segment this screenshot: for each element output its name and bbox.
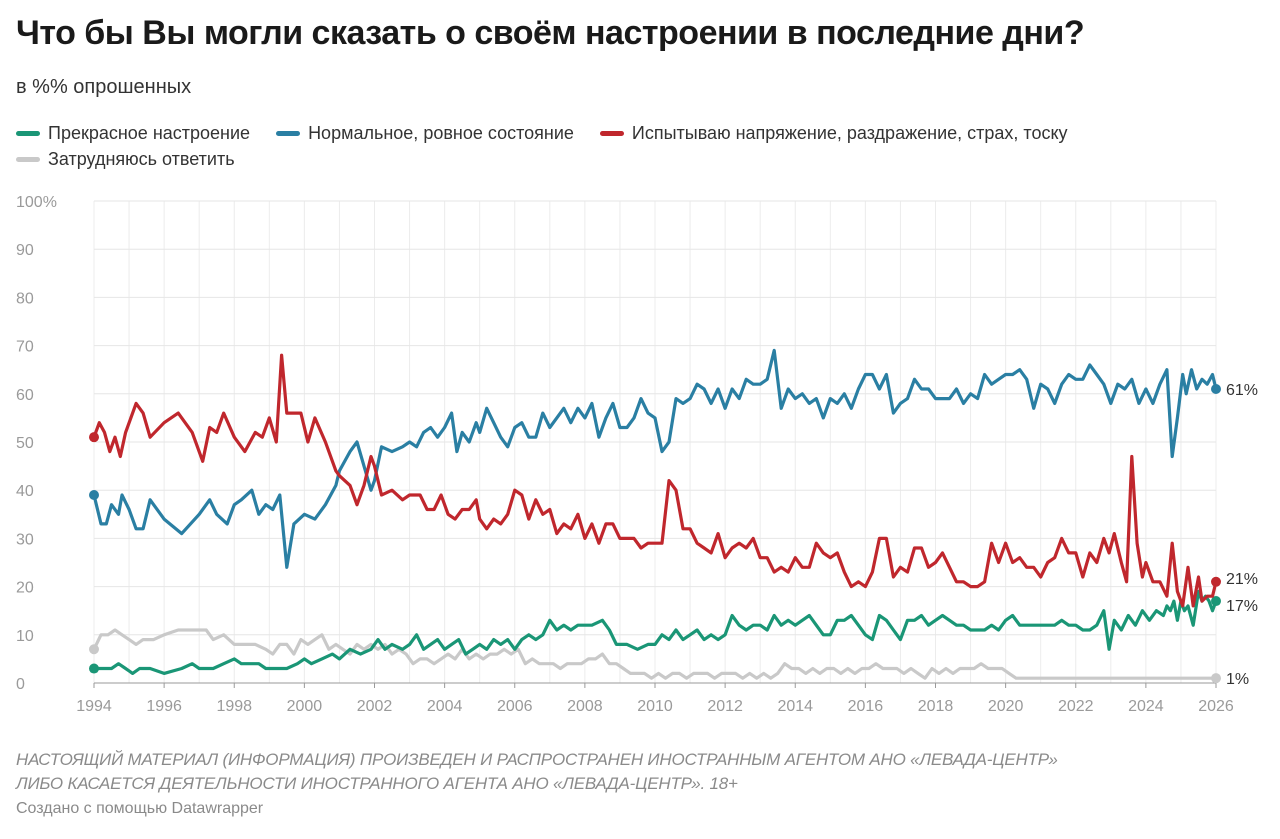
y-tick-label: 80 bbox=[16, 290, 34, 307]
credit-line: Создано с помощью Datawrapper bbox=[16, 800, 264, 817]
x-tick-label: 2016 bbox=[848, 698, 884, 715]
x-tick-label: 2008 bbox=[567, 698, 603, 715]
y-tick-label: 60 bbox=[16, 387, 34, 404]
y-tick-label: 30 bbox=[16, 531, 34, 548]
x-tick-label: 2010 bbox=[637, 698, 673, 715]
x-tick-label: 2020 bbox=[988, 698, 1024, 715]
legend-label-stress: Испытываю напряжение, раздражение, страх… bbox=[631, 122, 1068, 143]
series-line-1 bbox=[92, 348, 1218, 569]
x-tick-label: 2024 bbox=[1128, 698, 1164, 715]
series-line-0 bbox=[92, 589, 1218, 675]
chart-subtitle: в %% опрошенных bbox=[16, 76, 192, 98]
end-label-2: 21% bbox=[1226, 571, 1258, 588]
y-tick-label: 10 bbox=[16, 628, 34, 645]
series-end-marker bbox=[1211, 576, 1221, 587]
series-end-marker bbox=[1211, 673, 1221, 684]
x-tick-label: 2000 bbox=[287, 698, 323, 715]
legend-label-normal: Нормальное, ровное состояние bbox=[308, 122, 574, 143]
legend-label-unsure: Затрудняюсь ответить bbox=[48, 148, 235, 169]
y-tick-label: 20 bbox=[16, 580, 34, 597]
series-end-marker bbox=[1211, 596, 1221, 607]
y-tick-label: 100% bbox=[16, 194, 57, 211]
end-label-1: 61% bbox=[1226, 382, 1258, 399]
y-tick-label: 40 bbox=[16, 483, 34, 500]
legend-item-excellent: Прекрасное настроение bbox=[16, 123, 250, 144]
disclaimer-notes: НАСТОЯЩИЙ МАТЕРИАЛ (ИНФОРМАЦИЯ) ПРОИЗВЕД… bbox=[16, 748, 1058, 796]
x-tick-label: 2018 bbox=[918, 698, 954, 715]
disclaimer-line-2: ЛИБО КАСАЕТСЯ ДЕЯТЕЛЬНОСТИ ИНОСТРАННОГО … bbox=[16, 774, 738, 793]
legend-swatch-stress bbox=[599, 130, 624, 136]
x-tick-label: 2014 bbox=[777, 698, 813, 715]
series-end-marker bbox=[1211, 383, 1221, 394]
series-start-marker bbox=[89, 663, 99, 674]
x-tick-label: 2002 bbox=[357, 698, 393, 715]
chart-title: Что бы Вы могли сказать о своём настроен… bbox=[16, 14, 1085, 52]
series-line-2 bbox=[92, 353, 1218, 608]
legend-swatch-excellent bbox=[16, 130, 40, 136]
legend-item-unsure: Затрудняюсь ответить bbox=[16, 149, 235, 170]
line-chart: 0 10 20 30 40 50 60 70 80 90 100% 1994 1996 1998 2000 2… bbox=[16, 194, 1258, 715]
end-label-0: 17% bbox=[1226, 598, 1258, 615]
series-line-3 bbox=[92, 628, 1218, 680]
y-tick-label: 70 bbox=[16, 339, 34, 356]
legend-swatch-unsure bbox=[16, 156, 40, 162]
legend-swatch-normal bbox=[276, 130, 301, 136]
x-tick-label: 1994 bbox=[76, 698, 112, 715]
legend-label-excellent: Прекрасное настроение bbox=[48, 122, 251, 143]
legend-item-stress: Испытываю напряжение, раздражение, страх… bbox=[599, 122, 1068, 144]
x-tick-label: 2006 bbox=[497, 698, 533, 715]
x-tick-label: 2012 bbox=[707, 698, 743, 715]
disclaimer-line-1: НАСТОЯЩИЙ МАТЕРИАЛ (ИНФОРМАЦИЯ) ПРОИЗВЕД… bbox=[16, 750, 1058, 769]
y-tick-label: 90 bbox=[16, 242, 34, 259]
legend-item-normal: Нормальное, ровное состояние bbox=[276, 123, 574, 144]
y-tick-label: 50 bbox=[16, 435, 34, 452]
x-tick-label: 2026 bbox=[1198, 698, 1234, 715]
x-tick-label: 2022 bbox=[1058, 698, 1094, 715]
series-start-marker bbox=[89, 432, 99, 443]
legend: Прекрасное настроение Нормальное, ровное… bbox=[16, 120, 1256, 172]
series-start-marker bbox=[89, 490, 99, 501]
series-start-marker bbox=[89, 644, 99, 655]
y-tick-label: 0 bbox=[16, 676, 25, 693]
x-tick-label: 2004 bbox=[427, 698, 463, 715]
end-label-3: 1% bbox=[1226, 671, 1249, 688]
x-tick-label: 1996 bbox=[146, 698, 182, 715]
x-tick-label: 1998 bbox=[216, 698, 252, 715]
